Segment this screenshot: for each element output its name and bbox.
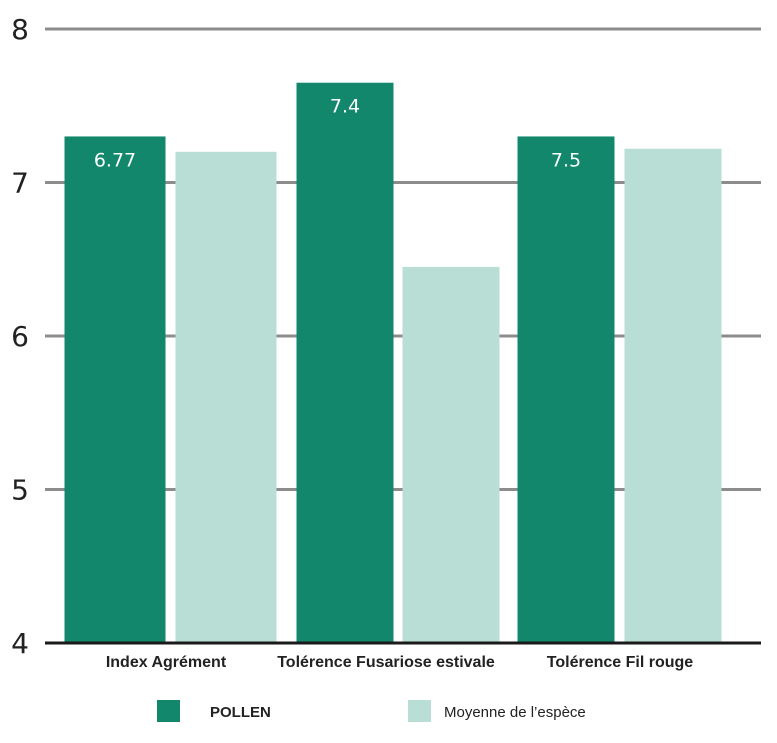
- y-axis-ticks: 4 5 6 7 8: [11, 13, 29, 660]
- bar: [624, 148, 722, 644]
- bar-data-label: 7.5: [551, 149, 581, 171]
- x-category-label: Tolérence Fusariose estivale: [277, 654, 495, 671]
- y-tick-label: 4: [11, 627, 29, 660]
- bar: [175, 151, 277, 644]
- y-tick-label: 7: [11, 167, 29, 200]
- legend-swatch: [408, 700, 431, 722]
- legend-label: POLLEN: [210, 704, 271, 721]
- legend: POLLEN Moyenne de l’espèce: [157, 700, 586, 722]
- legend-label: Moyenne de l’espèce: [444, 704, 586, 721]
- y-tick-label: 6: [11, 320, 29, 353]
- x-category-label: Tolérence Fil rouge: [547, 654, 694, 671]
- bar: [64, 136, 166, 643]
- y-tick-label: 8: [11, 13, 29, 46]
- bar-data-label: 7.4: [330, 96, 360, 118]
- bar: [517, 136, 615, 643]
- x-axis-categories: Index Agrément Tolérence Fusariose estiva…: [106, 654, 693, 671]
- y-tick-label: 5: [11, 474, 29, 507]
- bars: 6.77 7.4 7.5: [64, 82, 722, 644]
- bar-data-label: 6.77: [94, 149, 136, 171]
- bar: [402, 266, 500, 643]
- legend-swatch: [157, 700, 180, 722]
- bar: [296, 82, 394, 644]
- x-category-label: Index Agrément: [106, 654, 227, 671]
